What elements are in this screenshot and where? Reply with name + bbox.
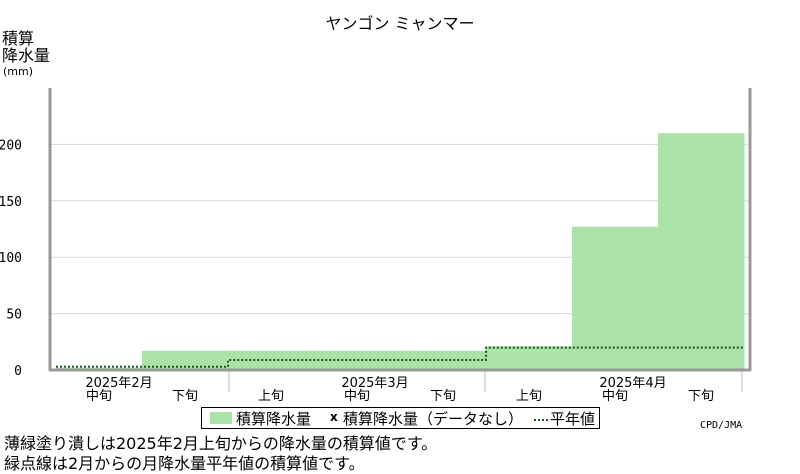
legend-label-observed: 積算降水量	[236, 409, 312, 428]
x-dekad-label: 下旬	[688, 389, 714, 404]
precip-fill-series	[56, 133, 745, 370]
y-tick-label: 0	[14, 364, 22, 379]
legend-marker-x: x	[330, 410, 338, 424]
y-axis-label: 積算 降水量	[2, 30, 50, 64]
x-month-label: 2025年4月	[599, 376, 666, 391]
x-month-label: 2025年3月	[341, 376, 408, 391]
footnote-fill: 薄緑塗り潰しは2025年2月上旬からの降水量の積算値です。	[4, 434, 438, 453]
axes	[48, 88, 752, 372]
y-tick-label: 150	[0, 195, 22, 210]
x-dekad-label: 中旬	[86, 389, 112, 404]
legend: 積算降水量 x 積算降水量（データなし） 平年値	[201, 407, 600, 429]
x-dekad-label: 中旬	[602, 389, 628, 404]
footnote-line: 緑点線は2月からの月降水量平年値の積算値です。	[4, 454, 365, 473]
chart-title: ヤンゴン ミャンマー	[325, 14, 475, 33]
precip-bar	[400, 350, 487, 370]
legend-swatch-dotted-line	[534, 419, 548, 421]
y-tick-label: 50	[6, 308, 22, 323]
y-axis-label-line: 降水量	[2, 46, 51, 65]
precip-bar	[486, 346, 573, 370]
x-month-label: 2025年2月	[85, 376, 152, 391]
legend-swatch-fill	[210, 412, 232, 424]
x-dekad-label: 中旬	[344, 389, 370, 404]
y-axis-unit: (mm)	[3, 65, 34, 78]
legend-label-normal: 平年値	[550, 409, 596, 428]
credit-text: CPD/JMA	[700, 420, 743, 431]
precip-bar	[572, 226, 659, 370]
legend-label-missing: 積算降水量（データなし）	[343, 409, 524, 428]
x-dekad-label: 上旬	[516, 389, 542, 404]
precip-bar	[658, 133, 745, 370]
y-tick-label: 200	[0, 138, 22, 153]
x-dekad-label: 上旬	[258, 389, 284, 404]
y-tick-label: 100	[0, 251, 22, 266]
y-tick-labels: 0 50 100 150 200	[0, 138, 22, 379]
x-dekad-label: 下旬	[172, 389, 198, 404]
y-axis-label-line: 積算	[2, 29, 35, 48]
precip-bar	[228, 350, 315, 370]
precip-bar	[142, 350, 229, 370]
x-dekad-label: 下旬	[430, 389, 456, 404]
